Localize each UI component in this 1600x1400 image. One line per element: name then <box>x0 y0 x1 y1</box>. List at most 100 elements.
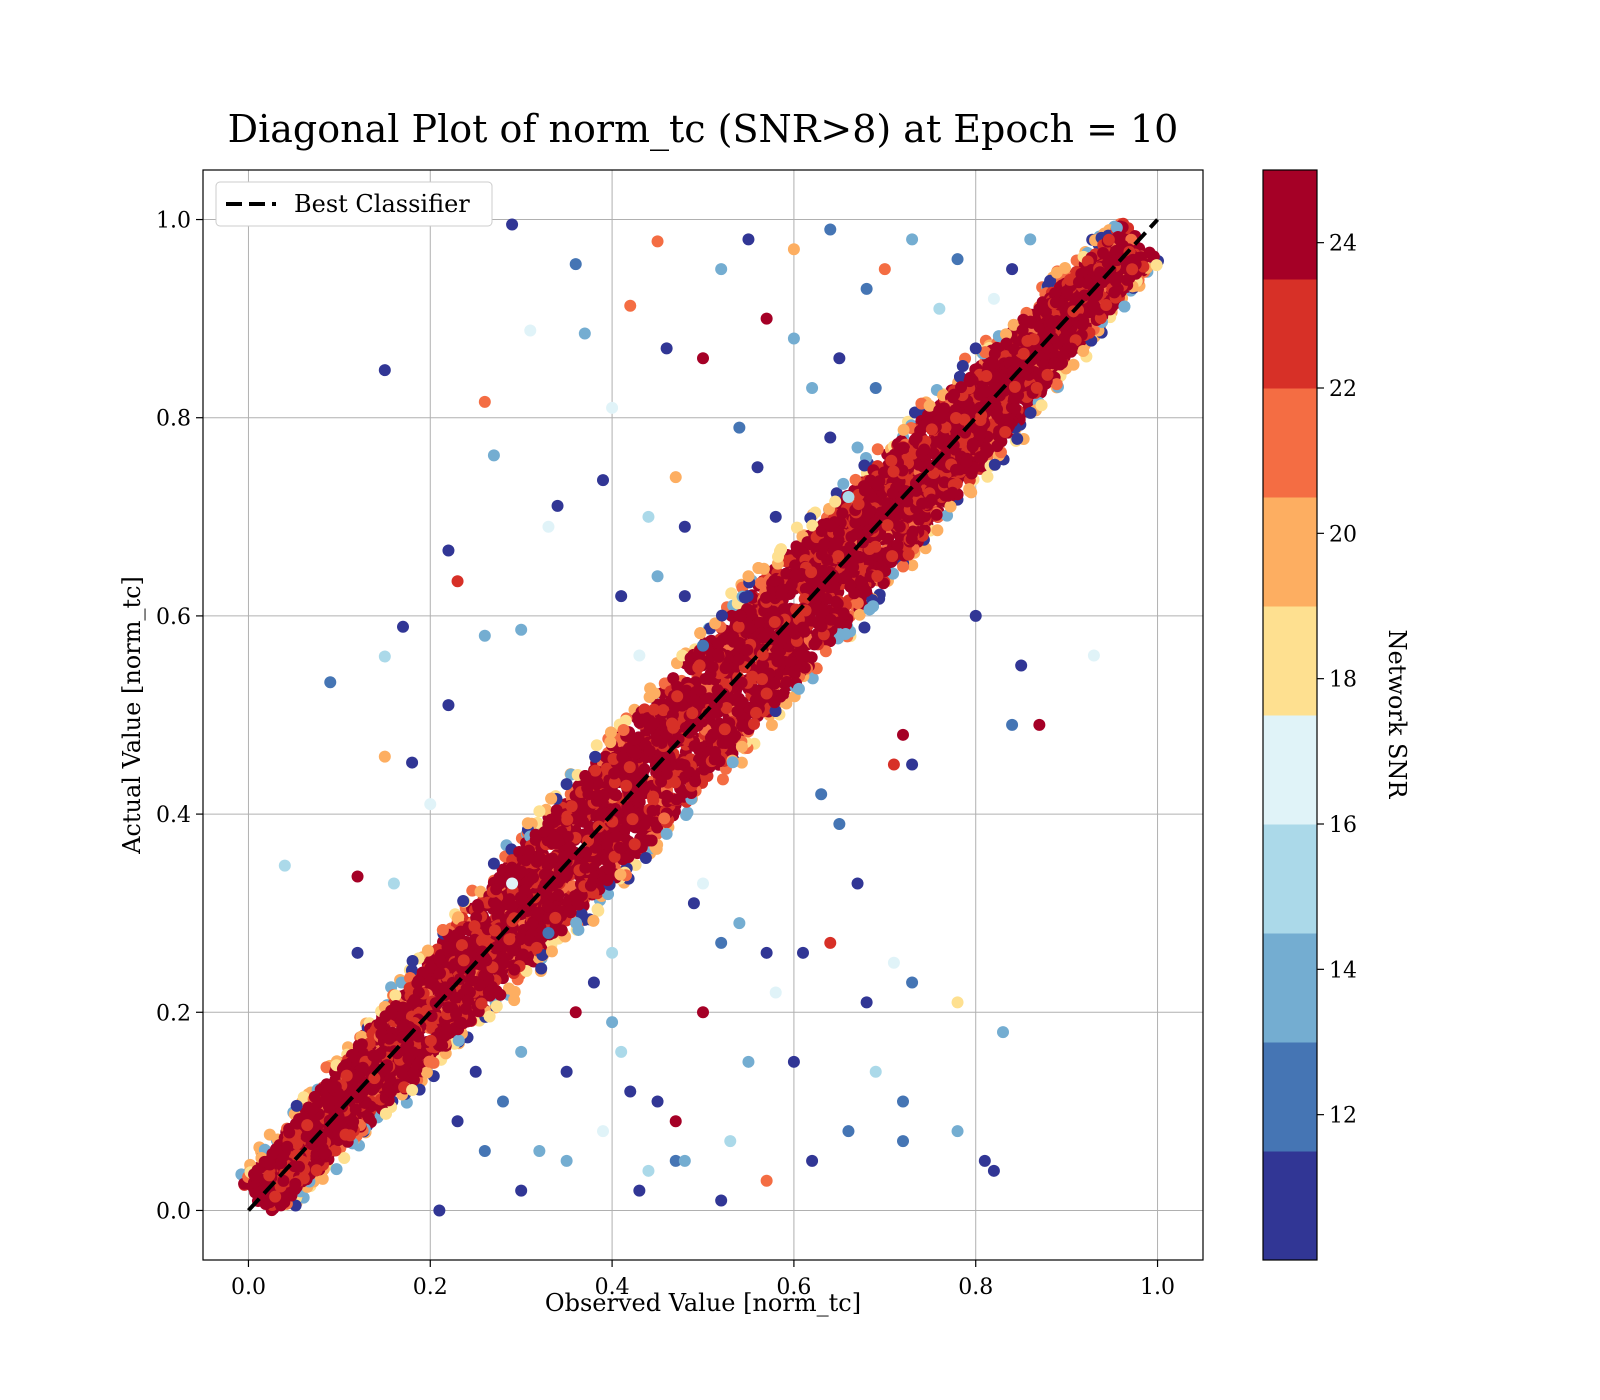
band-point <box>871 443 884 456</box>
band-point <box>648 687 661 700</box>
band-point <box>867 600 880 613</box>
band-point <box>406 1084 419 1097</box>
band-point <box>897 560 910 573</box>
band-point <box>806 519 819 532</box>
band-point <box>839 627 852 640</box>
band-point <box>1035 399 1048 412</box>
band-point <box>849 473 862 486</box>
band-point <box>1007 318 1020 331</box>
chart-title: Diagonal Plot of norm_tc (SNR>8) at Epoc… <box>228 107 1179 152</box>
band-point <box>552 888 565 901</box>
gridlines <box>203 170 1203 1260</box>
band-point <box>457 895 470 908</box>
band-point <box>639 851 652 864</box>
band-point <box>406 954 419 967</box>
band-point <box>496 863 509 876</box>
band-point <box>508 985 521 998</box>
band-point <box>535 962 548 975</box>
band-point <box>716 773 729 786</box>
band-point <box>715 609 728 622</box>
band-point <box>913 513 926 526</box>
band-point <box>981 470 994 483</box>
band-point <box>614 868 627 881</box>
band-point <box>658 812 671 825</box>
band-point <box>297 1091 310 1104</box>
band-point <box>604 726 617 739</box>
band-point <box>590 739 603 752</box>
band-point <box>941 509 954 522</box>
band-point <box>1000 328 1013 341</box>
band-point <box>694 627 707 640</box>
band-point <box>906 559 919 572</box>
band-point <box>829 495 842 508</box>
band-point <box>963 483 976 496</box>
band-point <box>792 682 805 695</box>
band-point <box>991 440 1004 453</box>
band-point <box>735 756 748 769</box>
band-point <box>645 834 658 847</box>
band-point <box>316 1172 329 1185</box>
band-point <box>483 1010 496 1023</box>
band-point <box>602 888 615 901</box>
band-point <box>1024 406 1037 419</box>
band-point <box>617 724 630 737</box>
band-point <box>423 1055 436 1068</box>
band-point <box>490 1000 503 1013</box>
band-point <box>263 1128 276 1141</box>
band-point <box>1011 432 1024 445</box>
band-point <box>338 1152 351 1165</box>
band-point <box>450 929 463 942</box>
band-point <box>819 645 832 658</box>
band-point <box>988 347 1001 360</box>
band-point <box>608 788 621 801</box>
band-point <box>436 924 449 937</box>
band-point <box>420 1066 433 1079</box>
band-point <box>330 1163 343 1176</box>
band-point <box>798 592 811 605</box>
band-point <box>854 574 867 587</box>
band-point <box>725 587 738 600</box>
band-point <box>858 621 871 634</box>
band-point <box>811 577 824 590</box>
band-point <box>591 776 604 789</box>
band-point <box>944 500 957 513</box>
band-point <box>589 764 602 777</box>
band-point <box>1150 259 1163 272</box>
band-point <box>769 704 782 717</box>
band-point <box>837 477 850 490</box>
band-point <box>923 399 936 412</box>
band-point <box>494 988 507 1001</box>
band-point <box>860 585 873 598</box>
band-point <box>790 521 803 534</box>
band-point <box>575 908 588 921</box>
band-point <box>806 672 819 685</box>
band-point <box>851 597 864 610</box>
band-point <box>752 562 765 575</box>
band-point <box>748 718 761 731</box>
band-point <box>1118 300 1131 313</box>
band-point <box>1033 320 1046 333</box>
band-point <box>560 778 573 791</box>
band-point <box>320 1061 333 1074</box>
band-point <box>482 986 495 999</box>
band-point <box>735 740 748 753</box>
band-point <box>421 944 434 957</box>
band-point <box>389 989 402 1002</box>
band-point <box>765 719 778 732</box>
band-point <box>773 545 786 558</box>
band-point <box>726 756 739 769</box>
band-point <box>853 608 866 621</box>
band-point <box>931 524 944 537</box>
band-point <box>979 346 992 359</box>
band-point <box>988 458 1001 471</box>
band-point <box>545 945 558 958</box>
band-point <box>848 587 861 600</box>
band-point <box>589 750 602 763</box>
band-point <box>379 1107 392 1120</box>
dense-point-band <box>235 217 1164 1217</box>
band-point <box>1058 262 1071 275</box>
band-point <box>709 617 722 630</box>
band-point <box>956 360 969 373</box>
band-point <box>1110 221 1123 234</box>
